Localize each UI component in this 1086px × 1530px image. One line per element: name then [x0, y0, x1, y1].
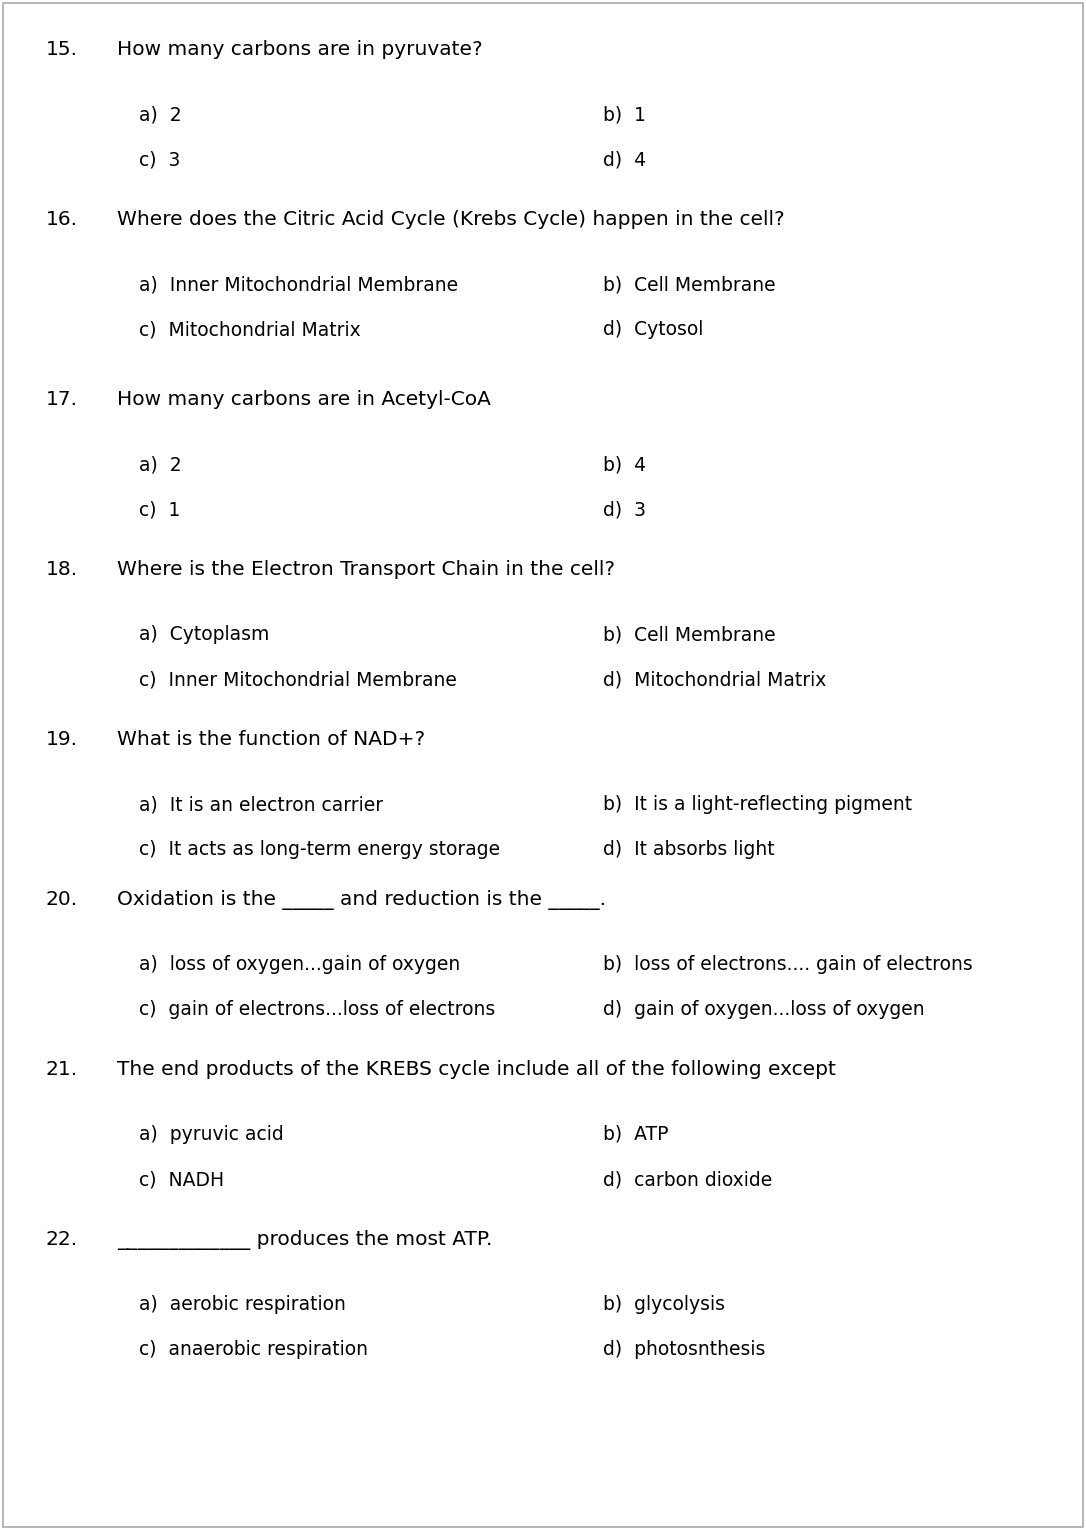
Text: 18.: 18.	[46, 560, 78, 578]
Text: c)  Mitochondrial Matrix: c) Mitochondrial Matrix	[139, 320, 361, 340]
Text: c)  gain of electrons...loss of electrons: c) gain of electrons...loss of electrons	[139, 1001, 495, 1019]
Text: a)  It is an electron carrier: a) It is an electron carrier	[139, 796, 383, 814]
Text: c)  3: c) 3	[139, 150, 180, 168]
Text: Oxidation is the _____ and reduction is the _____.: Oxidation is the _____ and reduction is …	[117, 890, 606, 910]
Text: c)  NADH: c) NADH	[139, 1170, 224, 1189]
Text: a)  Inner Mitochondrial Membrane: a) Inner Mitochondrial Membrane	[139, 275, 458, 294]
Text: 19.: 19.	[46, 730, 77, 750]
Text: 17.: 17.	[46, 390, 77, 409]
Text: 21.: 21.	[46, 1060, 78, 1079]
Text: a)  2: a) 2	[139, 454, 181, 474]
Text: Where is the Electron Transport Chain in the cell?: Where is the Electron Transport Chain in…	[117, 560, 616, 578]
Text: d)  3: d) 3	[603, 500, 646, 519]
Text: a)  pyruvic acid: a) pyruvic acid	[139, 1125, 283, 1144]
Text: c)  anaerobic respiration: c) anaerobic respiration	[139, 1340, 368, 1359]
Text: a)  loss of oxygen...gain of oxygen: a) loss of oxygen...gain of oxygen	[139, 955, 460, 975]
Text: d)  Mitochondrial Matrix: d) Mitochondrial Matrix	[603, 670, 826, 688]
Text: c)  Inner Mitochondrial Membrane: c) Inner Mitochondrial Membrane	[139, 670, 457, 688]
Text: How many carbons are in pyruvate?: How many carbons are in pyruvate?	[117, 40, 483, 60]
Text: b)  loss of electrons.... gain of electrons: b) loss of electrons.... gain of electro…	[603, 955, 972, 975]
Text: 22.: 22.	[46, 1230, 78, 1248]
Text: d)  gain of oxygen...loss of oxygen: d) gain of oxygen...loss of oxygen	[603, 1001, 924, 1019]
Text: d)  It absorbs light: d) It absorbs light	[603, 840, 774, 858]
Text: The end products of the KREBS cycle include all of the following except: The end products of the KREBS cycle incl…	[117, 1060, 836, 1079]
Text: c)  1: c) 1	[139, 500, 180, 519]
Text: b)  1: b) 1	[603, 106, 646, 124]
Text: a)  2: a) 2	[139, 106, 181, 124]
Text: How many carbons are in Acetyl-CoA: How many carbons are in Acetyl-CoA	[117, 390, 491, 409]
Text: 15.: 15.	[46, 40, 77, 60]
Text: a)  Cytoplasm: a) Cytoplasm	[139, 624, 269, 644]
Text: b)  Cell Membrane: b) Cell Membrane	[603, 275, 775, 294]
Text: 20.: 20.	[46, 890, 78, 909]
Text: d)  photosnthesis: d) photosnthesis	[603, 1340, 766, 1359]
Text: 16.: 16.	[46, 210, 77, 230]
Text: c)  It acts as long-term energy storage: c) It acts as long-term energy storage	[139, 840, 501, 858]
Text: b)  glycolysis: b) glycolysis	[603, 1294, 724, 1314]
Text: d)  4: d) 4	[603, 150, 646, 168]
Text: _____________ produces the most ATP.: _____________ produces the most ATP.	[117, 1230, 493, 1250]
Text: Where does the Citric Acid Cycle (Krebs Cycle) happen in the cell?: Where does the Citric Acid Cycle (Krebs …	[117, 210, 785, 230]
Text: d)  Cytosol: d) Cytosol	[603, 320, 703, 340]
Text: What is the function of NAD+?: What is the function of NAD+?	[117, 730, 426, 750]
Text: b)  Cell Membrane: b) Cell Membrane	[603, 624, 775, 644]
Text: b)  ATP: b) ATP	[603, 1125, 668, 1144]
Text: b)  4: b) 4	[603, 454, 646, 474]
Text: d)  carbon dioxide: d) carbon dioxide	[603, 1170, 772, 1189]
Text: b)  It is a light-reflecting pigment: b) It is a light-reflecting pigment	[603, 796, 912, 814]
Text: a)  aerobic respiration: a) aerobic respiration	[139, 1294, 345, 1314]
